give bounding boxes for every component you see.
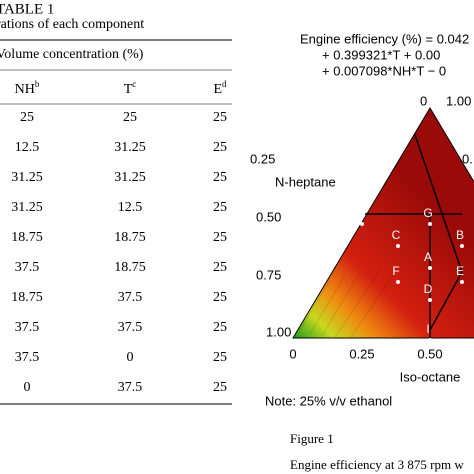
tick-label: 0.25 <box>349 346 374 361</box>
table-cell: 25 <box>213 230 227 245</box>
point-label: B <box>456 228 464 242</box>
table-title: TABLE 1 <box>0 1 54 17</box>
table-cell: 0 <box>24 380 31 395</box>
table-cell: 25 <box>213 110 227 125</box>
table-cell: 25 <box>213 140 227 155</box>
tick-label: 1.00 <box>266 324 291 339</box>
column-header: Tc <box>124 79 137 97</box>
point-label: A <box>424 250 432 264</box>
tick-label: 0.25 <box>250 151 275 166</box>
point-label: F <box>392 264 399 278</box>
table-cell: 12.5 <box>118 200 143 215</box>
figure-caption: Engine efficiency at 3 875 rpm w <box>290 457 464 472</box>
column-header: NHb <box>15 79 40 97</box>
equation-line: + 0.007098*NH*T − 0 <box>322 63 446 78</box>
design-point <box>428 266 432 270</box>
table-cell: 37.5 <box>118 380 143 395</box>
table-cell: 25 <box>213 200 227 215</box>
tick-label: 0 <box>289 346 296 361</box>
design-point <box>460 244 464 248</box>
table-cell: 37.5 <box>15 350 40 365</box>
point-label: C <box>392 228 401 242</box>
point-label: E <box>456 264 464 278</box>
table-cell: 25 <box>213 260 227 275</box>
design-point <box>396 280 400 284</box>
point-label: D <box>424 282 433 296</box>
table-cell: 18.75 <box>11 290 43 305</box>
table-cell: 25 <box>213 350 227 365</box>
note: Note: 25% v/v ethanol <box>265 393 392 408</box>
equation-line: + 0.399321*T + 0.00 <box>322 47 440 62</box>
design-point <box>396 244 400 248</box>
point-label: H <box>356 206 365 220</box>
table-cell: 31.25 <box>114 170 146 185</box>
table-cell: 31.25 <box>114 140 146 155</box>
table-cell: 37.5 <box>15 260 40 275</box>
table-cell: 18.75 <box>114 260 146 275</box>
contours <box>299 264 401 339</box>
design-point <box>428 222 432 226</box>
table-cell: 18.75 <box>11 230 43 245</box>
table-cell: 25 <box>20 110 34 125</box>
design-point <box>360 222 364 226</box>
table-cell: 31.25 <box>11 200 43 215</box>
point-label: G <box>423 206 432 220</box>
group-header: Volume concentration (%) <box>0 47 144 62</box>
figure: Engine efficiency (%) = 0.042+ 0.399321*… <box>250 31 473 472</box>
column-sup: c <box>132 79 136 89</box>
table-cell: 25 <box>213 320 227 335</box>
figure-label: Figure 1 <box>290 431 334 446</box>
equation-line: Engine efficiency (%) = 0.042 <box>300 31 469 46</box>
tick-label: 1.00 <box>446 93 471 108</box>
column-name: T <box>124 82 133 97</box>
design-point <box>428 298 432 302</box>
tick-label: 0 <box>420 93 427 108</box>
table-cell: 25 <box>213 290 227 305</box>
ternary-surface <box>293 108 474 338</box>
table-cell: 25 <box>213 170 227 185</box>
table-caption: rations of each component <box>0 17 144 32</box>
column-name: NH <box>15 82 35 97</box>
column-name: E <box>213 82 222 97</box>
point-label: I <box>426 322 429 336</box>
table-cell: 0 <box>127 350 134 365</box>
axis-label: Iso-octane <box>400 369 461 384</box>
design-point <box>428 338 432 342</box>
table-cell: 18.75 <box>114 230 146 245</box>
table-cell: 25 <box>123 110 137 125</box>
column-header: Ed <box>213 79 227 97</box>
tick-label: 0.75 <box>256 267 281 282</box>
table-cell: 37.5 <box>118 290 143 305</box>
table-cell: 12.5 <box>15 140 40 155</box>
table-cell: 31.25 <box>11 170 43 185</box>
table-body: NHb Tc Ed 25 25 25 12.5 31.25 25 31.25 31.25 25 31.2… <box>11 79 227 395</box>
paths <box>365 134 463 338</box>
table-cell: 37.5 <box>15 320 40 335</box>
table-cell: 25 <box>213 380 227 395</box>
tick-label: 0.50 <box>417 346 442 361</box>
column-sup: b <box>35 79 40 89</box>
column-sup: d <box>222 79 227 89</box>
tick-label: 0.50 <box>256 209 281 224</box>
axis-label: N-heptane <box>275 174 336 189</box>
design-point <box>460 280 464 284</box>
table-cell: 37.5 <box>118 320 143 335</box>
tick-label: 0. <box>462 151 473 166</box>
